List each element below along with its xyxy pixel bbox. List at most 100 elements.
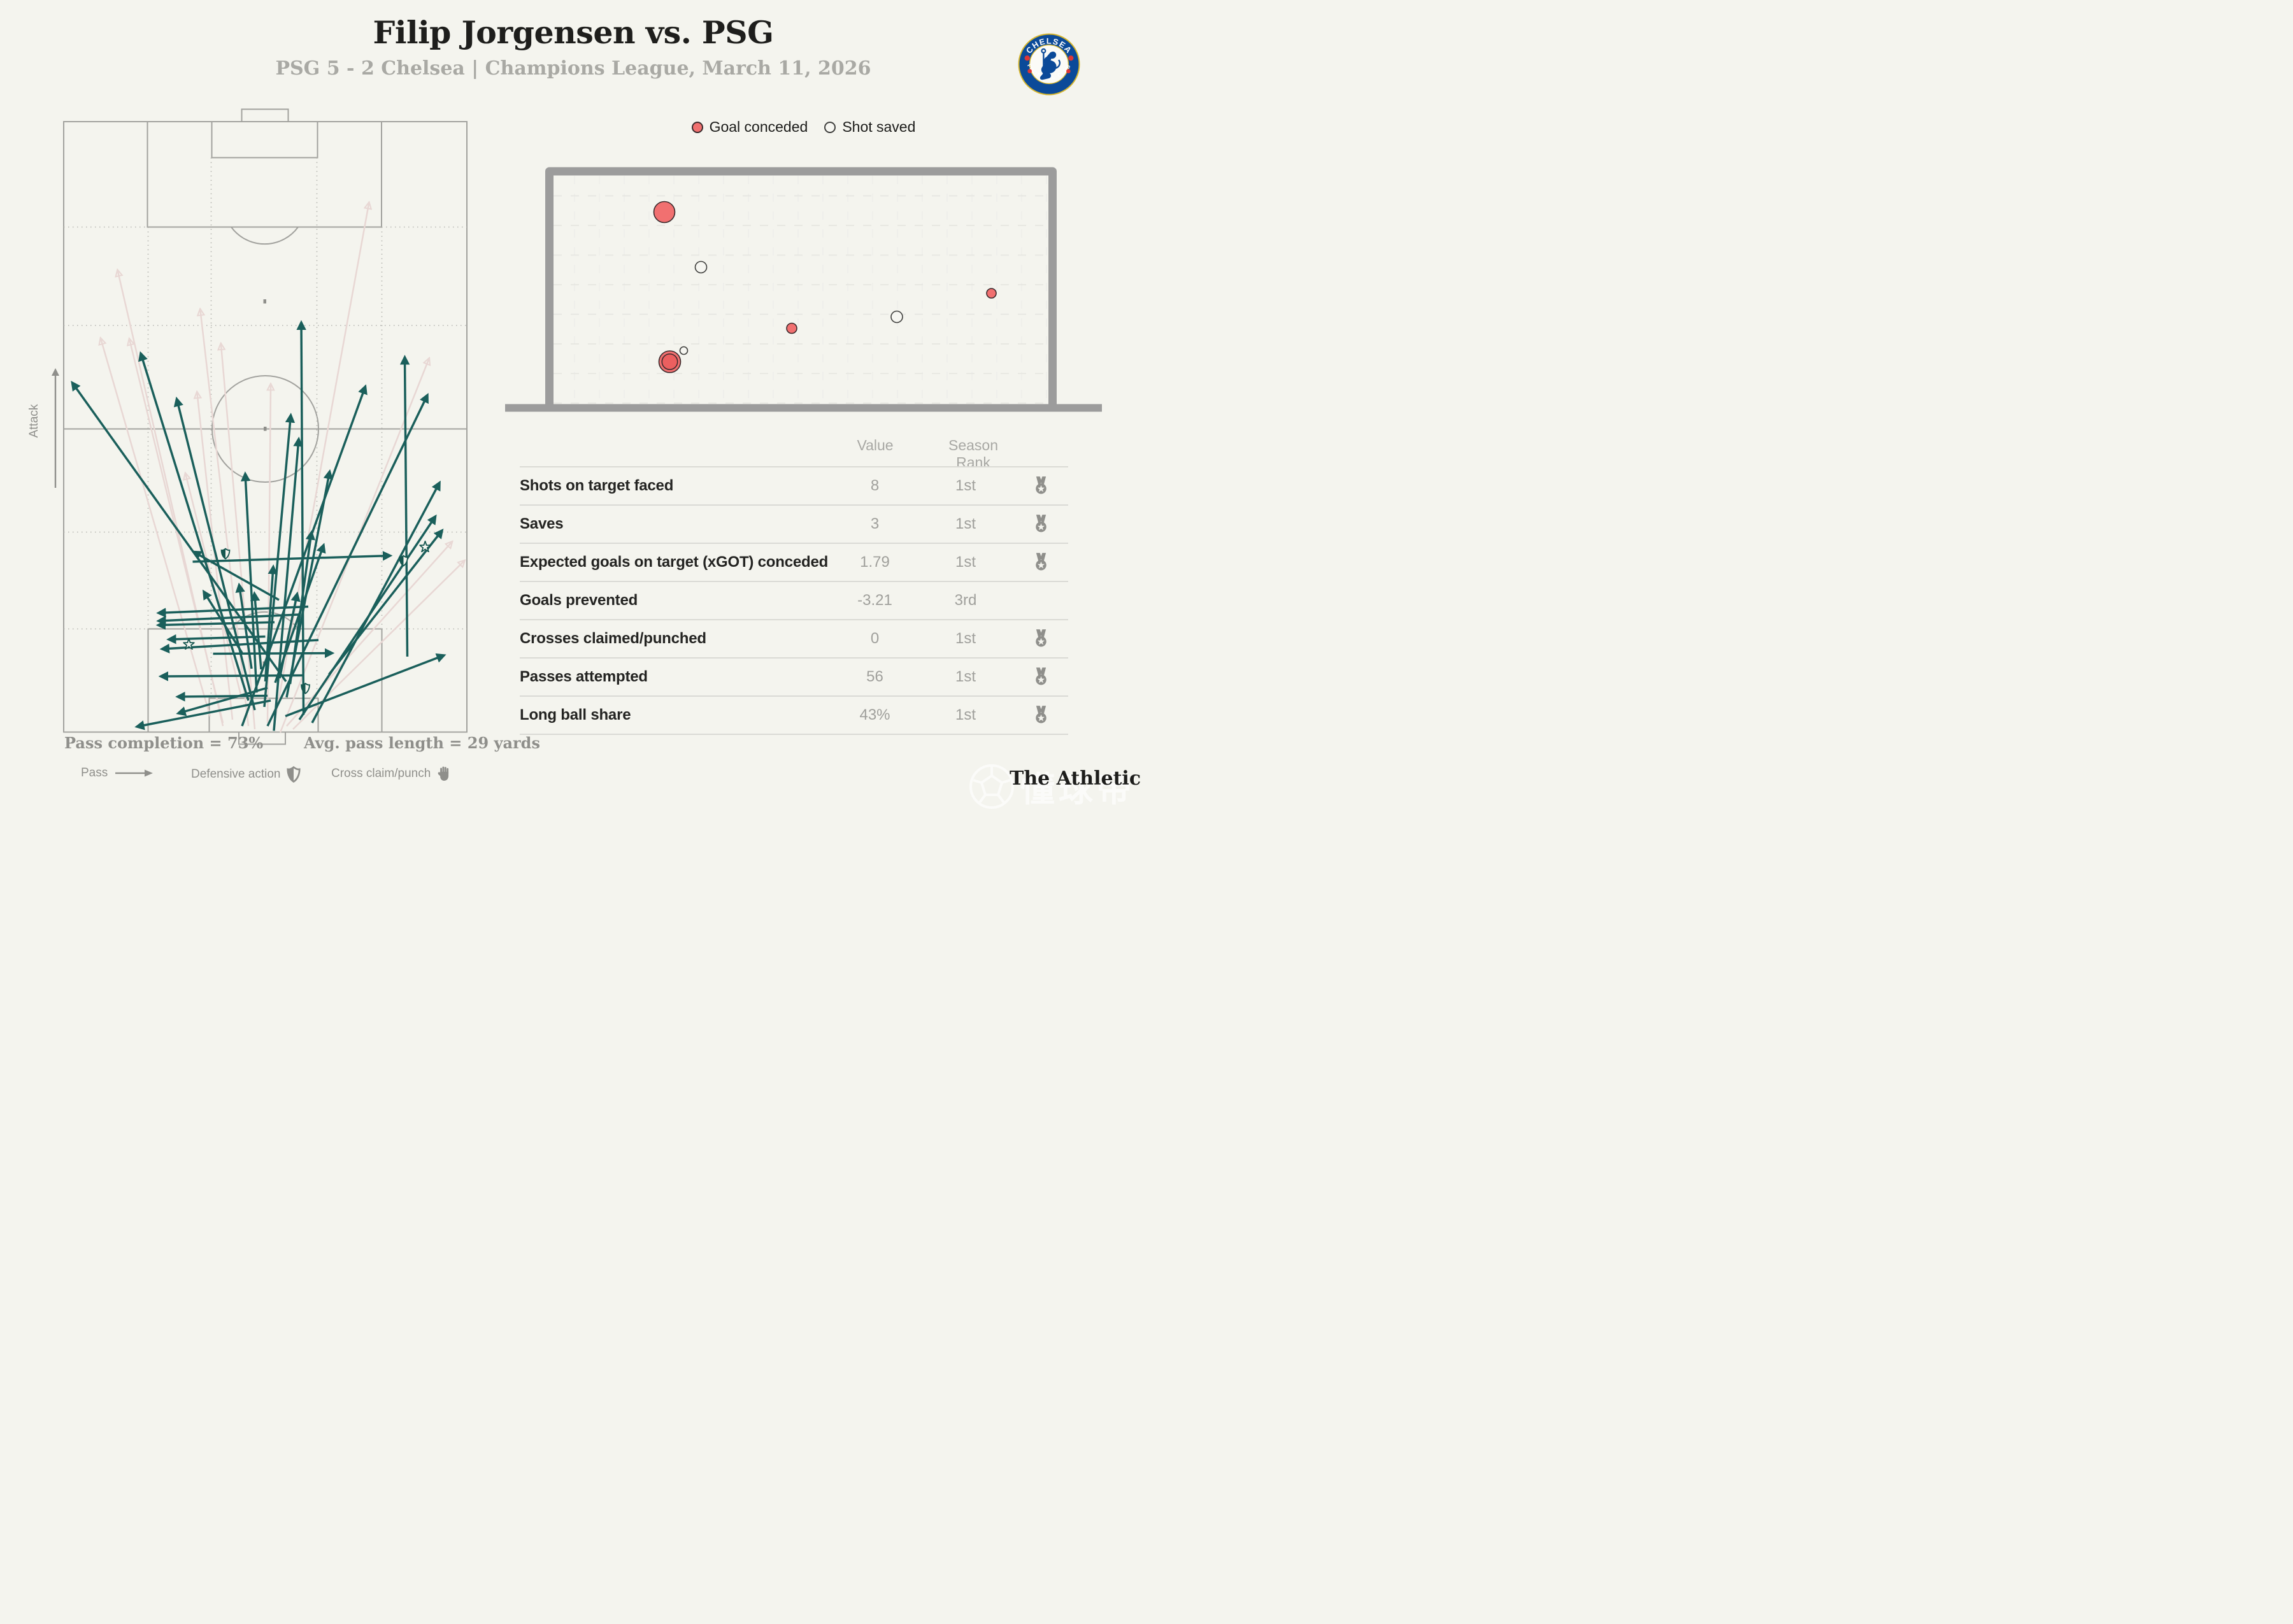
avg-pass-length-note: Avg. pass length = 29 yards bbox=[304, 734, 540, 752]
medal-icon bbox=[1013, 629, 1068, 648]
legend-item-goal-conceded: Goal conceded bbox=[691, 118, 808, 136]
pass-arrow bbox=[156, 605, 309, 618]
value-column-header: Value bbox=[857, 437, 894, 453]
pass-arrow bbox=[264, 564, 278, 682]
pass-arrow bbox=[134, 699, 271, 730]
pass-completion-note: Pass completion = 73% bbox=[64, 734, 264, 752]
stat-label: Saves bbox=[520, 515, 564, 532]
goal-ground-line bbox=[505, 404, 1102, 412]
badge-lion bbox=[1039, 48, 1061, 80]
shot-saved-label: Shot saved bbox=[842, 118, 916, 135]
page-subtitle: PSG 5 - 2 Chelsea | Champions League, Ma… bbox=[275, 57, 871, 80]
legend-item-shot-saved: Shot saved bbox=[824, 118, 915, 136]
medal-placeholder bbox=[1013, 591, 1068, 610]
table-row: Passes attempted 56 1st bbox=[520, 657, 1068, 695]
table-row: Crosses claimed/punched 0 1st bbox=[520, 619, 1068, 657]
pass-arrow bbox=[138, 351, 250, 701]
watermark: 懂球帝 bbox=[968, 761, 1135, 811]
shot-legend: Goal conceded Shot saved bbox=[505, 118, 1102, 136]
stat-value: 1.79 bbox=[860, 553, 890, 571]
stat-label: Long ball share bbox=[520, 706, 631, 723]
goalmouth-shot-map bbox=[505, 167, 1102, 412]
incomplete-pass-arrow bbox=[101, 339, 211, 717]
table-row: Saves 3 1st bbox=[520, 504, 1068, 543]
pass-arrow bbox=[173, 396, 256, 711]
shot-markers bbox=[653, 201, 997, 373]
star-marker-icon bbox=[419, 541, 431, 552]
shot-saved-dot-icon bbox=[824, 121, 836, 133]
pass-arrow bbox=[263, 413, 296, 708]
stat-label: Goals prevented bbox=[520, 592, 638, 609]
pass-arrow bbox=[273, 436, 303, 731]
goal-conceded-marker bbox=[786, 322, 797, 334]
infographic-canvas: Filip Jorgensen vs. PSG PSG 5 - 2 Chelse… bbox=[0, 0, 1146, 812]
stats-table-body: Shots on target faced 8 1st Saves 3 1st Expect… bbox=[520, 466, 1068, 735]
pass-arrow bbox=[278, 591, 301, 679]
goal-conceded-dot-icon bbox=[691, 121, 703, 133]
goal-frame bbox=[545, 167, 1057, 408]
stat-value: 3 bbox=[870, 515, 880, 532]
goal-grid bbox=[554, 176, 1048, 404]
attack-direction-arrow-icon bbox=[52, 368, 59, 488]
medal-icon bbox=[1013, 515, 1068, 534]
pass-arrow bbox=[235, 582, 253, 669]
badge-flower-left bbox=[1027, 69, 1032, 74]
hand-icon bbox=[438, 766, 449, 781]
pass-arrow bbox=[298, 514, 437, 720]
pass-arrow bbox=[266, 393, 429, 727]
pass-arrow bbox=[156, 613, 299, 626]
badge-ball-left bbox=[1024, 55, 1030, 61]
pass-arrow bbox=[311, 480, 441, 723]
completed-pass-arrows bbox=[71, 320, 446, 731]
stat-rank: 1st bbox=[955, 706, 976, 723]
stat-label: Shots on target faced bbox=[520, 477, 674, 494]
medal-icon bbox=[1013, 706, 1068, 725]
pass-arrow bbox=[192, 551, 393, 563]
watermark-ball-icon bbox=[969, 764, 1014, 809]
goal-conceded-label: Goal conceded bbox=[709, 118, 808, 135]
legend-item-cross-claim: Cross claim/punch bbox=[331, 766, 451, 781]
stats-table: Value Season Rank Shots on target faced 8… bbox=[520, 437, 1068, 735]
athletic-brand-logo: The Athletic bbox=[1010, 767, 1141, 790]
stat-value: 56 bbox=[866, 668, 883, 685]
pass-arrow bbox=[176, 687, 268, 716]
incomplete-pass-arrow bbox=[130, 340, 224, 723]
cross-claim-legend-label: Cross claim/punch bbox=[331, 767, 431, 780]
stat-rank: 1st bbox=[955, 630, 976, 647]
table-row: Long ball share 43% 1st bbox=[520, 695, 1068, 734]
table-row: Goals prevented -3.21 3rd bbox=[520, 581, 1068, 619]
stat-label: Expected goals on target (xGOT) conceded bbox=[520, 553, 829, 571]
shot-saved-marker bbox=[679, 346, 689, 355]
pass-arrow bbox=[213, 648, 335, 659]
table-row: Expected goals on target (xGOT) conceded… bbox=[520, 543, 1068, 581]
goal-conceded-inner-ring bbox=[661, 353, 678, 371]
table-row: Shots on target faced 8 1st bbox=[520, 466, 1068, 504]
medal-icon bbox=[1013, 667, 1068, 687]
pass-arrow bbox=[71, 380, 287, 683]
stats-table-header: Value Season Rank bbox=[520, 437, 1068, 471]
pass-arrow bbox=[241, 384, 368, 727]
pass-arrow bbox=[328, 528, 444, 676]
medal-icon bbox=[1013, 476, 1068, 495]
goal-conceded-marker bbox=[986, 288, 997, 299]
stat-value: 0 bbox=[870, 630, 880, 647]
stat-label: Passes attempted bbox=[520, 668, 648, 685]
stat-label: Crosses claimed/punched bbox=[520, 630, 706, 647]
stat-rank: 1st bbox=[955, 477, 976, 494]
pass-legend-label: Pass bbox=[81, 766, 108, 780]
incomplete-pass-arrow bbox=[221, 345, 256, 730]
pass-map-pitch bbox=[63, 108, 468, 745]
stat-rank: 1st bbox=[955, 668, 976, 685]
stat-rank: 3rd bbox=[954, 592, 977, 609]
pass-arrow bbox=[296, 320, 306, 715]
shield-icon bbox=[287, 766, 301, 783]
attack-label: Attack bbox=[27, 404, 41, 438]
page-title: Filip Jorgensen vs. PSG bbox=[373, 14, 774, 51]
pass-arrow bbox=[285, 653, 446, 718]
stat-rank: 1st bbox=[955, 553, 976, 571]
stat-rank: 1st bbox=[955, 515, 976, 532]
pass-arrow bbox=[202, 589, 243, 653]
medal-icon bbox=[1013, 553, 1068, 572]
stat-value: 43% bbox=[859, 706, 890, 723]
shot-saved-marker bbox=[694, 260, 708, 274]
